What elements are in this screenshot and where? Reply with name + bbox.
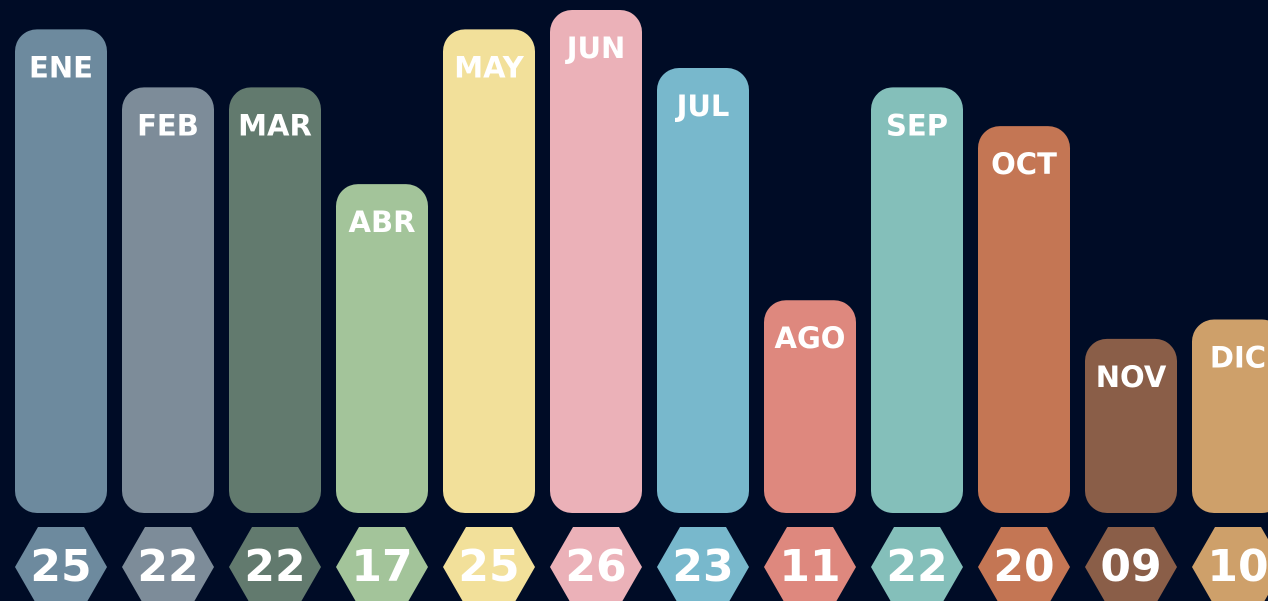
value-label: 26	[565, 541, 626, 592]
bar	[978, 126, 1070, 514]
value-badge	[443, 527, 535, 601]
category-label: ABR	[349, 205, 416, 239]
category-label: JUL	[675, 89, 730, 123]
bar	[550, 10, 642, 513]
bar	[336, 184, 428, 513]
value-label: 25	[458, 541, 519, 592]
category-label: AGO	[775, 321, 846, 355]
value-badge	[336, 527, 428, 601]
value-label: 11	[779, 541, 840, 592]
value-label: 10	[1207, 541, 1268, 592]
value-badge	[15, 527, 107, 601]
value-label: 22	[137, 541, 198, 592]
category-label: MAY	[454, 50, 525, 84]
bar	[657, 68, 749, 514]
value-badge	[122, 527, 214, 601]
value-label: 22	[886, 541, 947, 592]
category-label: MAR	[238, 108, 312, 142]
value-label: 25	[30, 541, 91, 592]
bar	[871, 87, 963, 513]
value-badge	[871, 527, 963, 601]
value-badge	[657, 527, 749, 601]
bar	[1192, 319, 1268, 513]
value-label: 20	[993, 541, 1054, 592]
value-label: 09	[1100, 541, 1161, 592]
category-label: SEP	[886, 108, 948, 142]
value-label: 22	[244, 541, 305, 592]
category-label: JUN	[565, 31, 626, 65]
category-label: NOV	[1096, 360, 1167, 394]
value-badge	[764, 527, 856, 601]
category-label: ENE	[29, 50, 93, 84]
value-badge	[229, 527, 321, 601]
bar	[122, 87, 214, 513]
value-label: 23	[672, 541, 733, 592]
value-badge	[1085, 527, 1177, 601]
category-label: FEB	[137, 108, 199, 142]
bar	[229, 87, 321, 513]
category-label: DIC	[1210, 341, 1266, 375]
bar	[15, 29, 107, 513]
value-badge	[550, 527, 642, 601]
value-label: 17	[351, 541, 412, 592]
bar	[764, 300, 856, 513]
value-badge	[978, 527, 1070, 601]
bar	[443, 29, 535, 513]
value-badge	[1192, 527, 1268, 601]
bar	[1085, 338, 1177, 513]
category-label: OCT	[991, 147, 1057, 181]
